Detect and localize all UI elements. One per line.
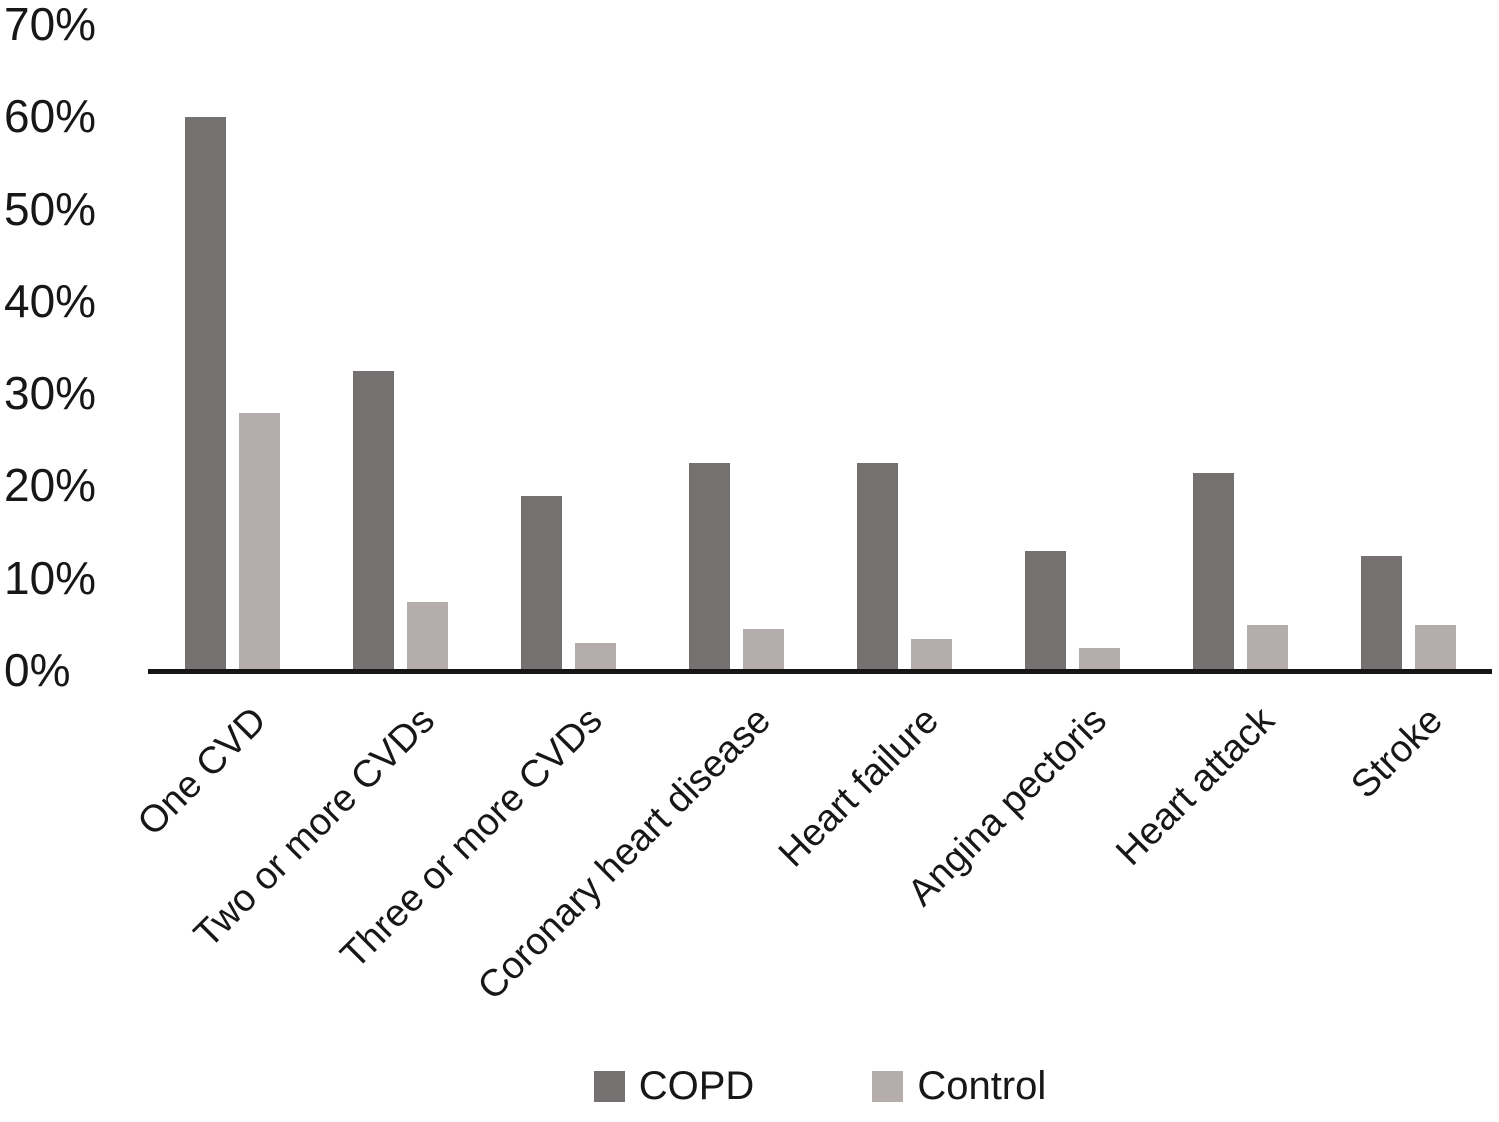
bar-copd-6 bbox=[1024, 551, 1066, 671]
legend-item-copd: COPD bbox=[593, 1064, 755, 1108]
bar-control-5 bbox=[910, 639, 952, 671]
x-axis-line bbox=[148, 669, 1492, 674]
legend-swatch-copd bbox=[593, 1070, 625, 1102]
x-category-label: Stroke bbox=[1343, 699, 1451, 807]
y-tick-label: 70% bbox=[4, 0, 97, 51]
bar-control-8 bbox=[1414, 625, 1456, 671]
legend-swatch-control bbox=[872, 1070, 904, 1102]
y-tick-label: 30% bbox=[4, 367, 97, 420]
x-category-label: Coronary heart disease bbox=[469, 699, 779, 1009]
bar-control-2 bbox=[406, 602, 448, 671]
bar-copd-5 bbox=[856, 463, 898, 671]
bar-control-3 bbox=[574, 643, 616, 671]
bar-control-4 bbox=[742, 629, 784, 671]
bar-copd-3 bbox=[520, 496, 562, 671]
x-category-label: Heart attack bbox=[1108, 699, 1283, 874]
bar-copd-8 bbox=[1360, 556, 1402, 671]
y-tick-label: 10% bbox=[4, 551, 97, 604]
bar-control-6 bbox=[1078, 648, 1120, 671]
y-tick-label: 60% bbox=[4, 90, 97, 143]
bar-copd-7 bbox=[1192, 473, 1234, 671]
legend-label-copd: COPD bbox=[638, 1064, 755, 1108]
legend: COPD Control bbox=[148, 1066, 1492, 1106]
bar-copd-2 bbox=[352, 371, 394, 671]
bar-control-1 bbox=[238, 413, 280, 671]
bar-copd-4 bbox=[688, 463, 730, 671]
y-tick-label: 50% bbox=[4, 182, 97, 235]
y-tick-label: 20% bbox=[4, 459, 97, 512]
legend-label-control: Control bbox=[917, 1064, 1047, 1108]
x-category-label: One CVD bbox=[130, 699, 275, 844]
x-category-label: Heart failure bbox=[770, 699, 947, 876]
bar-copd-1 bbox=[184, 117, 226, 671]
bar-control-7 bbox=[1246, 625, 1288, 671]
y-tick-label: 0% bbox=[4, 644, 71, 697]
legend-item-control: Control bbox=[872, 1066, 1046, 1106]
y-tick-label: 40% bbox=[4, 274, 97, 327]
